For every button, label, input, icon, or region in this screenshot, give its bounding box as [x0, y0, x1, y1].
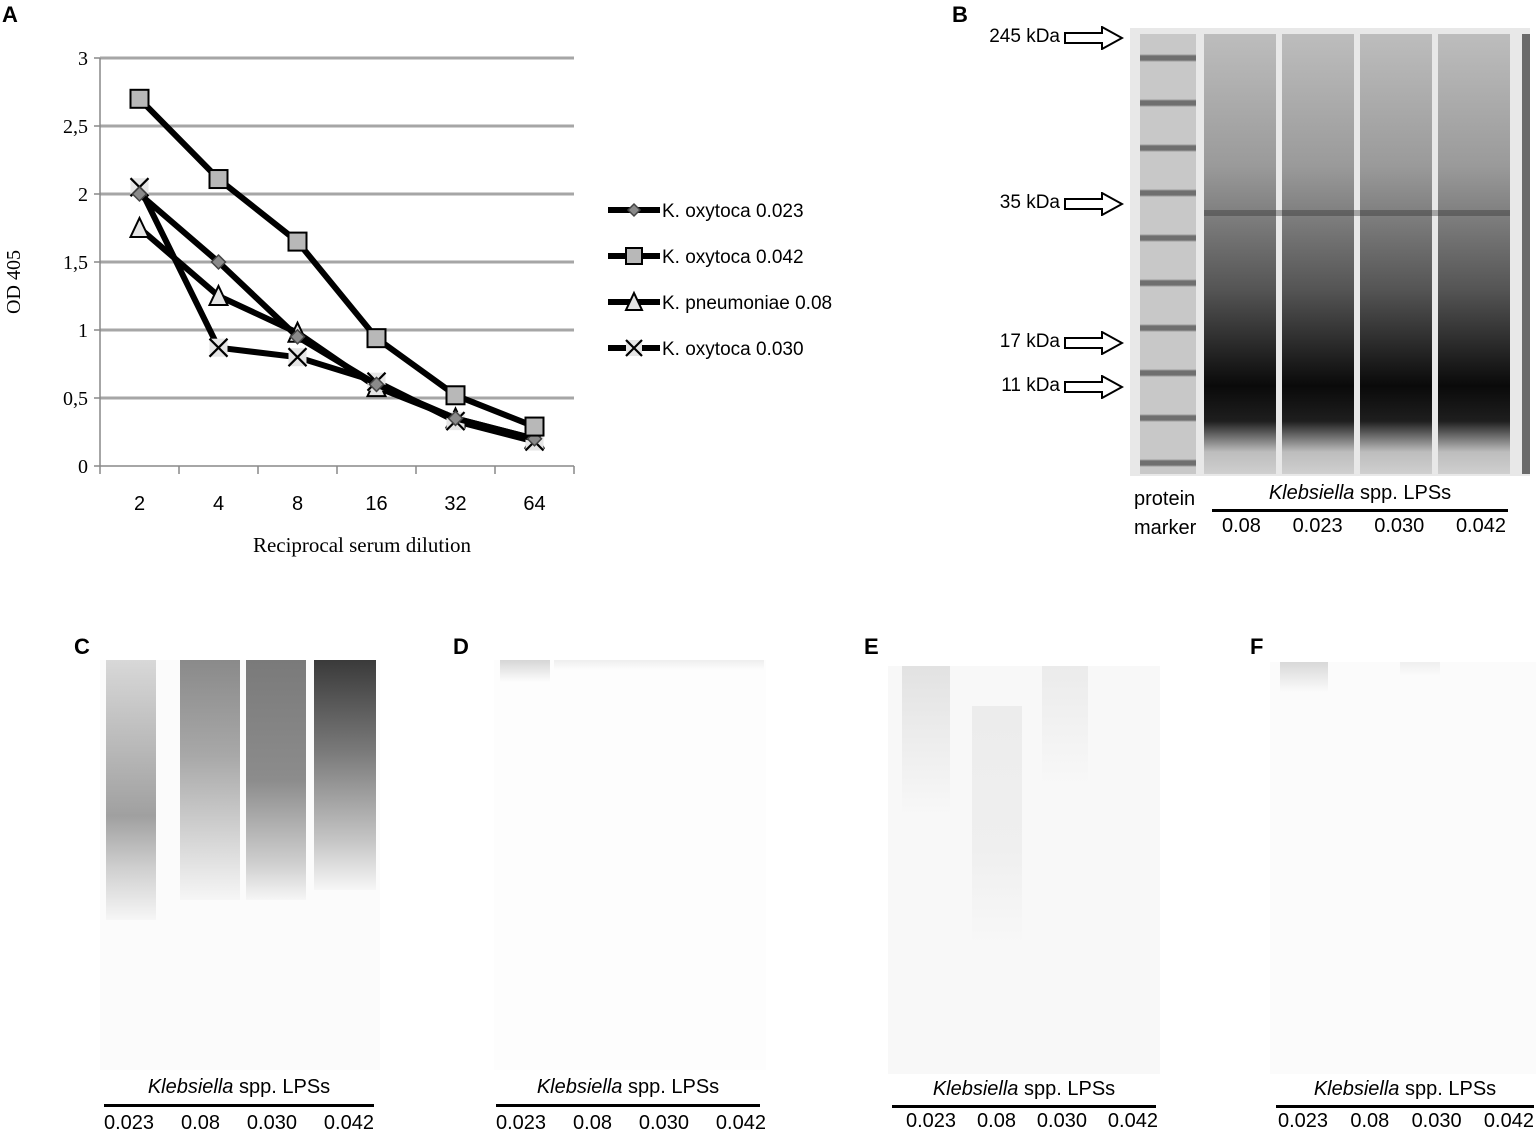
blot-e-caption-underline [892, 1105, 1156, 1108]
kda-label-35: 35 kDa [999, 192, 1060, 213]
blot-c-caption-underline [104, 1104, 374, 1107]
data-point [625, 339, 643, 357]
blot-d-lane-labels: 0.023 0.08 0.030 0.042 [496, 1112, 766, 1134]
data-point [447, 410, 464, 427]
western-blot-e [888, 666, 1160, 1074]
western-blot-d [494, 660, 766, 1070]
x-tick-label: 16 [365, 493, 387, 515]
blot-f-lane-labels: 0.023 0.08 0.030 0.042 [1278, 1110, 1534, 1132]
legend-label: K. oxytoca 0.042 [662, 247, 804, 268]
blot-f-caption: Klebsiella spp. LPSs [1313, 1078, 1497, 1100]
arrow-right-icon [1064, 331, 1124, 355]
y-tick-label: 2,5 [63, 116, 88, 138]
legend-label: K. pneumoniae 0.08 [662, 293, 832, 314]
gel-b-caption: Klebsiella spp. LPSs [1268, 482, 1452, 504]
gel-lane-3 [1360, 34, 1432, 474]
panel-letter-f: F [1250, 634, 1264, 659]
data-point [626, 202, 642, 218]
panel-letter-e: E [864, 634, 879, 659]
y-tick-label: 0,5 [63, 388, 88, 410]
legend-entry: K. oxytoca 0.030 [608, 339, 804, 360]
blot-c-caption: Klebsiella spp. LPSs [147, 1076, 331, 1098]
data-point [366, 328, 387, 349]
data-point [129, 88, 150, 109]
legend-entry: K. pneumoniae 0.08 [608, 290, 832, 314]
y-tick-label: 3 [78, 48, 88, 70]
blot-d-caption: Klebsiella spp. LPSs [536, 1076, 720, 1098]
data-point [208, 169, 229, 190]
data-point [208, 337, 229, 358]
data-point [128, 215, 151, 238]
blot-e-caption: Klebsiella spp. LPSs [932, 1078, 1116, 1100]
protein-marker-lane [1140, 34, 1196, 474]
data-point [624, 290, 644, 311]
blot-d-caption-underline [496, 1104, 760, 1107]
y-tick-label: 1,5 [63, 252, 88, 274]
blot-f-caption-underline [1276, 1105, 1534, 1108]
y-axis-label: OD 405 [3, 250, 25, 314]
panel-letter-a: A [2, 2, 18, 27]
panel-letter-b: B [952, 2, 968, 27]
gel-lane-1 [1204, 34, 1276, 474]
data-point [210, 253, 227, 271]
blot-e-lane-labels: 0.023 0.08 0.030 0.042 [906, 1110, 1158, 1132]
data-point [368, 376, 385, 393]
data-point [287, 231, 308, 252]
x-tick-label: 32 [444, 493, 466, 515]
data-point [625, 247, 643, 265]
marker-label-line2: marker [1134, 517, 1197, 539]
data-point [524, 416, 545, 437]
kda-label-11: 11 kDa [1001, 375, 1060, 396]
data-point [287, 347, 308, 367]
gel-b-lane-labels: 0.08 0.023 0.030 0.042 [1222, 515, 1506, 537]
x-tick-label: 64 [523, 493, 545, 515]
gel-lane-4 [1438, 34, 1510, 474]
western-blot-f [1270, 662, 1536, 1074]
gel-b-caption-underline [1212, 509, 1508, 512]
western-blot-c [100, 660, 380, 1070]
panel-letter-c: C [74, 634, 90, 659]
series-line [137, 225, 536, 442]
data-point [289, 328, 306, 345]
panel-letter-d: D [453, 634, 469, 659]
blot-c-lane-labels: 0.023 0.08 0.030 0.042 [104, 1112, 374, 1134]
series-line [137, 191, 536, 442]
series-2 [128, 215, 546, 449]
x-tick-label: 8 [292, 493, 303, 515]
x-axis-label: Reciprocal serum dilution [253, 533, 472, 557]
legend-label: K. oxytoca 0.030 [662, 339, 804, 360]
series-1 [129, 88, 545, 437]
gel-lane-2 [1282, 34, 1354, 474]
legend-label: K. oxytoca 0.023 [662, 201, 804, 222]
x-tick-label: 4 [213, 493, 224, 515]
marker-label-line1: protein [1134, 488, 1196, 510]
data-point [131, 185, 148, 203]
data-point [207, 283, 230, 306]
arrow-right-icon [1064, 192, 1124, 216]
y-tick-label: 0 [78, 456, 88, 478]
od405-line-chart: 00,511,522,532 4 8 16 32 64 K. oxytoca 0.023K… [3, 48, 832, 557]
kda-label-17: 17 kDa [999, 331, 1060, 352]
arrow-right-icon [1064, 375, 1124, 399]
series-3 [129, 177, 545, 452]
legend-entry: K. oxytoca 0.042 [608, 247, 804, 268]
data-point [445, 385, 466, 406]
silver-stained-gel [1130, 28, 1530, 476]
kda-label-245: 245 kDa [989, 26, 1060, 47]
legend-entry: K. oxytoca 0.023 [608, 201, 804, 222]
arrow-right-icon [1064, 26, 1124, 50]
series-line [137, 96, 536, 430]
x-tick-label: 2 [134, 493, 145, 515]
y-tick-label: 1 [78, 320, 88, 342]
series-0 [131, 185, 543, 447]
y-tick-label: 2 [78, 184, 88, 206]
